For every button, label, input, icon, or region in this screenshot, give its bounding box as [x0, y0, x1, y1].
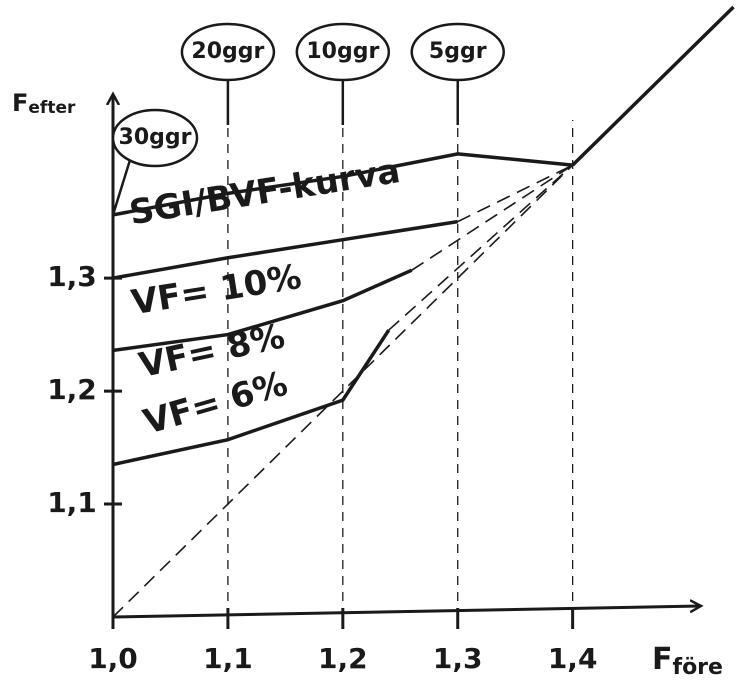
callout-text: 20ggr	[191, 39, 264, 64]
x-tick-label: 1,0	[88, 642, 138, 675]
x-axis	[113, 606, 700, 617]
y-axis-label: Fefter	[12, 89, 76, 118]
callout-pointer	[113, 160, 130, 215]
x-label-main: F	[652, 642, 673, 677]
y-tick-label: 1,2	[47, 373, 97, 406]
series-label: VF= 10%	[129, 257, 304, 323]
callout-text: 10ggr	[306, 39, 379, 64]
series-line	[412, 165, 573, 270]
y-tick-label: 1,1	[47, 486, 97, 519]
x-axis-label: Fföre	[652, 642, 723, 681]
y-label-main: F	[12, 89, 28, 117]
x-tick-label: 1,2	[318, 642, 368, 675]
y-tick-label: 1,3	[47, 260, 97, 293]
x-tick-label: 1,1	[203, 642, 253, 675]
y-label-sub: efter	[28, 98, 76, 118]
callout-text: 30ggr	[119, 125, 192, 150]
series-line	[389, 165, 573, 330]
callout-text: 5ggr	[429, 39, 487, 64]
series-line	[573, 7, 734, 165]
x-label-sub: före	[673, 655, 723, 680]
chart: Fefter Fföre 1,01,11,21,31,41,11,21,3SGI…	[0, 0, 755, 693]
x-tick-label: 1,3	[433, 642, 483, 675]
x-tick-label: 1,4	[548, 642, 598, 675]
series-line	[458, 165, 573, 221]
